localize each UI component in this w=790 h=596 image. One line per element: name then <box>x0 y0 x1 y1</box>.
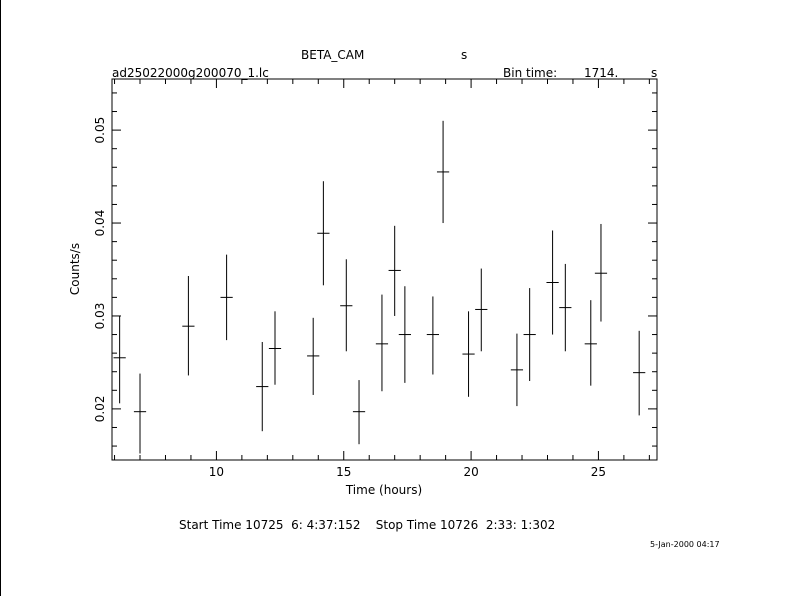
instrument-unit: s <box>461 48 468 62</box>
data-point <box>426 296 439 375</box>
data-point <box>398 286 411 383</box>
x-tick-label: 25 <box>591 465 606 479</box>
data-point <box>375 294 389 392</box>
data-point <box>584 300 597 386</box>
x-tick-label: 15 <box>336 465 351 479</box>
y-tick-label: 0.04 <box>93 210 107 237</box>
data-point <box>475 268 488 352</box>
data-point <box>462 311 475 397</box>
data-point <box>546 230 559 335</box>
data-point <box>523 288 536 382</box>
data-point <box>256 341 269 432</box>
filename-label: ad25022000g200070_1.lc <box>112 66 269 80</box>
data-point <box>352 380 366 445</box>
data-point <box>510 333 524 407</box>
data-point <box>340 259 353 352</box>
start-stop-time: Start Time 10725 6: 4:37:152 Stop Time 1… <box>179 518 556 532</box>
data-point <box>268 311 282 385</box>
render-timestamp: 5-Jan-2000 04:17 <box>650 540 720 549</box>
x-axis-title: Time (hours) <box>345 483 422 497</box>
data-point <box>220 254 233 341</box>
data-point <box>594 223 608 322</box>
data-point <box>113 315 126 404</box>
data-point <box>559 263 572 352</box>
x-tick-label: 10 <box>209 465 224 479</box>
data-point <box>182 276 195 376</box>
x-tick-label: 20 <box>463 465 478 479</box>
y-tick-label: 0.02 <box>93 396 107 423</box>
data-point <box>307 317 320 395</box>
data-point <box>388 225 401 316</box>
y-tick-label: 0.05 <box>93 117 107 144</box>
bin-time-label: Bin time: <box>503 66 558 80</box>
y-tick-label: 0.03 <box>93 303 107 330</box>
data-point <box>436 120 450 224</box>
y-axis-title: Counts/s <box>68 243 82 295</box>
bin-time-value: 1714. <box>584 66 619 80</box>
bin-time-unit: s <box>651 66 658 80</box>
data-point <box>317 181 330 286</box>
data-point <box>633 330 646 416</box>
data-point <box>133 373 147 454</box>
plot-frame <box>111 78 658 461</box>
instrument-label: BETA_CAM <box>301 48 365 62</box>
